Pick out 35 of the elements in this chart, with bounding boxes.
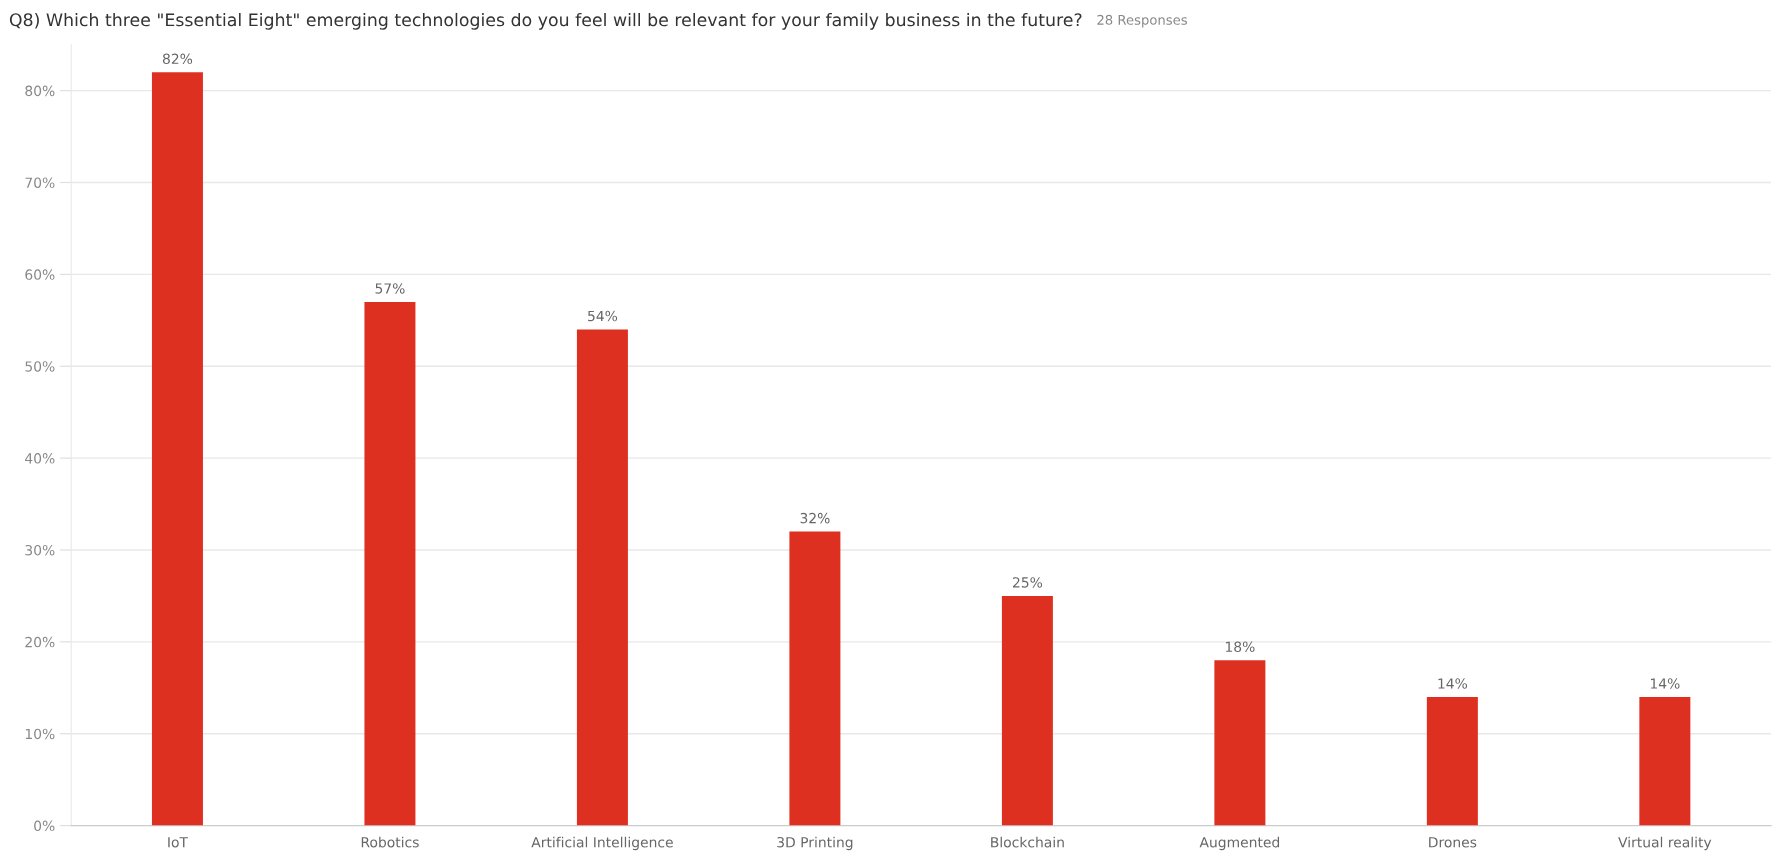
y-tick-label: 10% [25,728,55,740]
bar [1639,696,1691,826]
y-tick-label: 40% [25,453,55,464]
data-label: 25% [1012,577,1043,588]
y-tick-label: 60% [25,269,55,280]
data-label: 57% [375,283,405,294]
y-tick-label: 50% [25,361,55,372]
bar [1214,660,1266,826]
x-tick-label: Drones [1429,837,1477,848]
y-tick-label: 0% [34,820,55,832]
bar [576,329,628,826]
x-tick-label: 3D Printing [777,836,853,851]
x-tick-label: Robotics [361,836,419,848]
y-tick-label: 20% [25,636,55,648]
data-label: 32% [800,512,830,524]
data-label: 14% [1438,678,1468,689]
x-tick-label: Blockchain [991,836,1064,848]
chart-title: Q8) Which three "Essential Eight" emerging technologies do you feel will be relevant for your family business in the future? [9,12,1082,30]
data-label: 54% [588,310,618,322]
data-label: 14% [1650,678,1680,689]
x-tick-label: Augmented [1199,836,1280,851]
x-tick-label: IoT [168,837,189,848]
bar [789,531,841,826]
x-tick-label: Virtual reality [1618,836,1712,851]
bar [151,72,203,826]
bar [1426,696,1478,826]
y-tick-label: 70% [25,177,55,188]
bar [364,301,416,826]
data-label: 18% [1225,641,1255,652]
chart-subtitle: 28 Responses [1097,14,1187,28]
x-tick-label: Artificial Intelligence [531,836,673,851]
data-label: 82% [162,53,193,65]
y-tick-label: 80% [25,85,55,97]
y-tick-label: 30% [25,544,55,556]
bar [1001,595,1053,826]
